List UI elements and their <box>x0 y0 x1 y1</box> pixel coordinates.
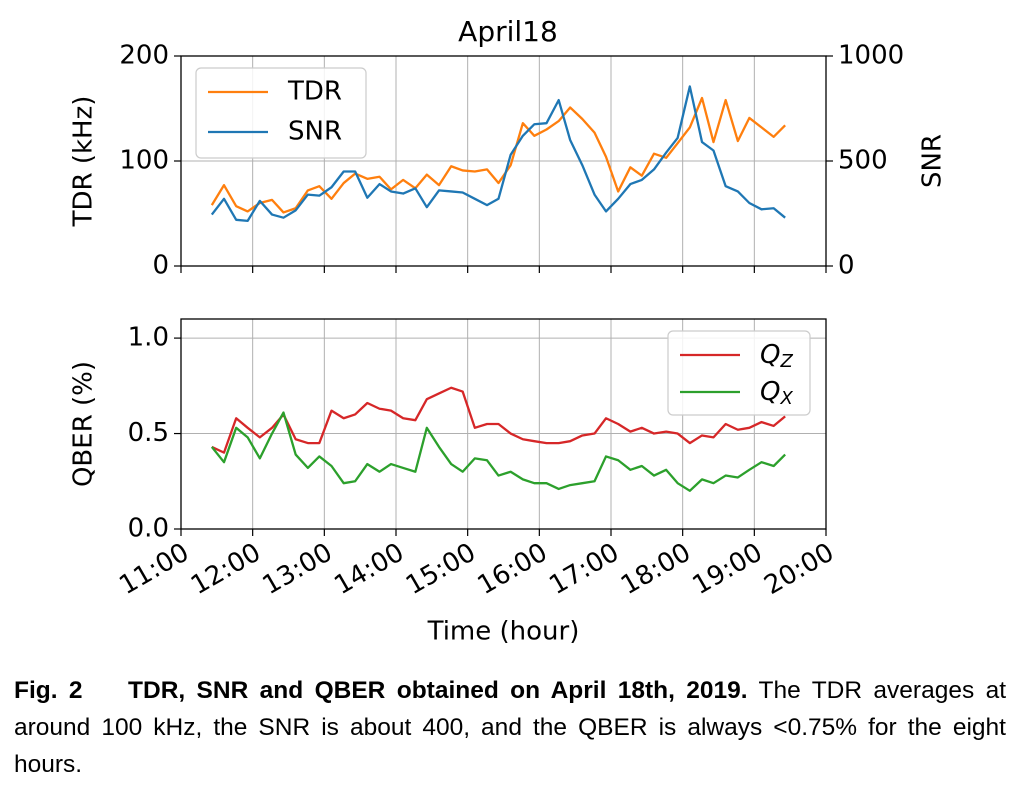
y-tick-label: 0.0 <box>128 514 169 544</box>
x-tick-label: 12:00 <box>186 538 266 601</box>
series-line <box>210 411 786 492</box>
plot-frame <box>180 318 827 530</box>
legend: TDR SNR <box>195 67 367 159</box>
caption-title: TDR, SNR and QBER obtained on April 18th… <box>128 677 748 704</box>
y-tick-label: 0.5 <box>128 418 169 448</box>
x-tick-label: 18:00 <box>616 538 696 601</box>
y-tick-label: 100 <box>119 146 169 176</box>
x-tick-label: 17:00 <box>544 538 624 601</box>
chart-title: April18 <box>458 15 558 48</box>
chart: April18 0 100 200 0 500 1000 TDR (kHz) SNR TDR SN… <box>69 15 948 647</box>
x-axis-label: Time (hour) <box>427 617 580 647</box>
y2-tick-label: 500 <box>838 146 888 176</box>
legend-label: SNR <box>288 117 342 147</box>
legend-label: TDR <box>287 77 342 107</box>
caption: Fig. 2 TDR, SNR and QBER obtained on Apr… <box>14 672 1006 783</box>
caption-label: Fig. 2 <box>14 677 83 704</box>
series-line <box>210 85 786 222</box>
legend-label: QX <box>760 377 793 410</box>
x-tick-label: 11:00 <box>114 538 194 601</box>
y2-tick-label: 0 <box>838 251 855 281</box>
series-line <box>211 386 786 454</box>
y-axis-label: TDR (kHz) <box>69 96 99 228</box>
x-tick-label: 16:00 <box>473 538 553 601</box>
legend-box <box>667 330 811 416</box>
plot-frame <box>180 55 827 267</box>
y-tick-label: 1.0 <box>128 323 169 353</box>
y2-tick-label: 1000 <box>838 41 904 71</box>
x-tick-label: 15:00 <box>401 538 481 601</box>
legend: QZ QX <box>667 330 811 416</box>
y-tick-label: 0 <box>152 251 169 281</box>
caption-text: The TDR averages at around 100 kHz, the … <box>14 677 1006 778</box>
y-tick-label: 200 <box>119 41 169 71</box>
x-tick-label: 13:00 <box>258 538 338 601</box>
x-tick-label: 19:00 <box>688 538 768 601</box>
legend-box <box>195 67 367 159</box>
y-axis-label: QBER (%) <box>69 361 99 487</box>
x-tick-label: 14:00 <box>329 538 409 601</box>
x-tick-label: 20:00 <box>759 538 839 601</box>
series-line <box>210 96 786 214</box>
legend-label: QZ <box>760 340 793 373</box>
y2-axis-label: SNR <box>918 134 948 188</box>
